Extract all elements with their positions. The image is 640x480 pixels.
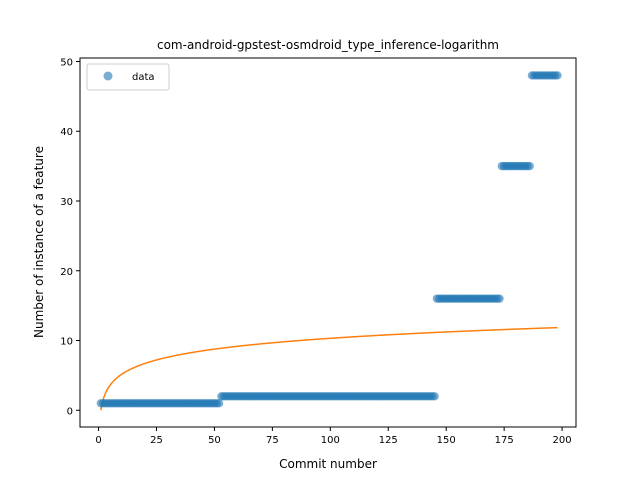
data-point bbox=[495, 294, 504, 303]
legend-marker bbox=[103, 71, 113, 81]
chart-title: com-android-gpstest-osmdroid_type_infere… bbox=[157, 38, 499, 52]
fit-curve bbox=[100, 326, 558, 411]
fit-layer bbox=[100, 326, 558, 411]
data-point bbox=[525, 161, 534, 171]
data-point bbox=[553, 71, 562, 80]
x-tick-label: 200 bbox=[553, 435, 572, 446]
x-axis-label: Commit number bbox=[279, 457, 377, 471]
legend-box bbox=[86, 63, 170, 91]
y-tick-label: 30 bbox=[60, 197, 73, 208]
x-tick-label: 175 bbox=[495, 435, 514, 446]
y-axis-label: Number of instance of a feature bbox=[32, 146, 46, 338]
data-point bbox=[430, 392, 439, 401]
data-points bbox=[96, 71, 562, 408]
y-tick-label: 0 bbox=[67, 406, 73, 417]
y-tick-label: 40 bbox=[60, 127, 73, 138]
y-tick-label: 10 bbox=[60, 337, 73, 348]
data-point bbox=[214, 399, 224, 408]
x-tick-label: 150 bbox=[437, 435, 456, 446]
legend-label-data: data bbox=[132, 72, 155, 83]
x-tick-label: 25 bbox=[150, 435, 163, 446]
x-tick-label: 75 bbox=[266, 435, 279, 446]
x-tick-label: 0 bbox=[95, 435, 101, 446]
x-axis-ticks: 0 25 50 75 100 125 150 175 200 bbox=[95, 427, 572, 446]
y-tick-label: 50 bbox=[60, 57, 73, 68]
x-tick-label: 125 bbox=[379, 435, 398, 446]
x-tick-label: 50 bbox=[208, 435, 221, 446]
legend: data bbox=[86, 63, 170, 91]
y-tick-label: 20 bbox=[60, 267, 73, 278]
y-axis-ticks: 0 10 20 30 40 50 bbox=[60, 57, 80, 417]
plot-area bbox=[96, 71, 562, 411]
plot-frame bbox=[79, 57, 577, 428]
x-tick-label: 100 bbox=[321, 435, 340, 446]
